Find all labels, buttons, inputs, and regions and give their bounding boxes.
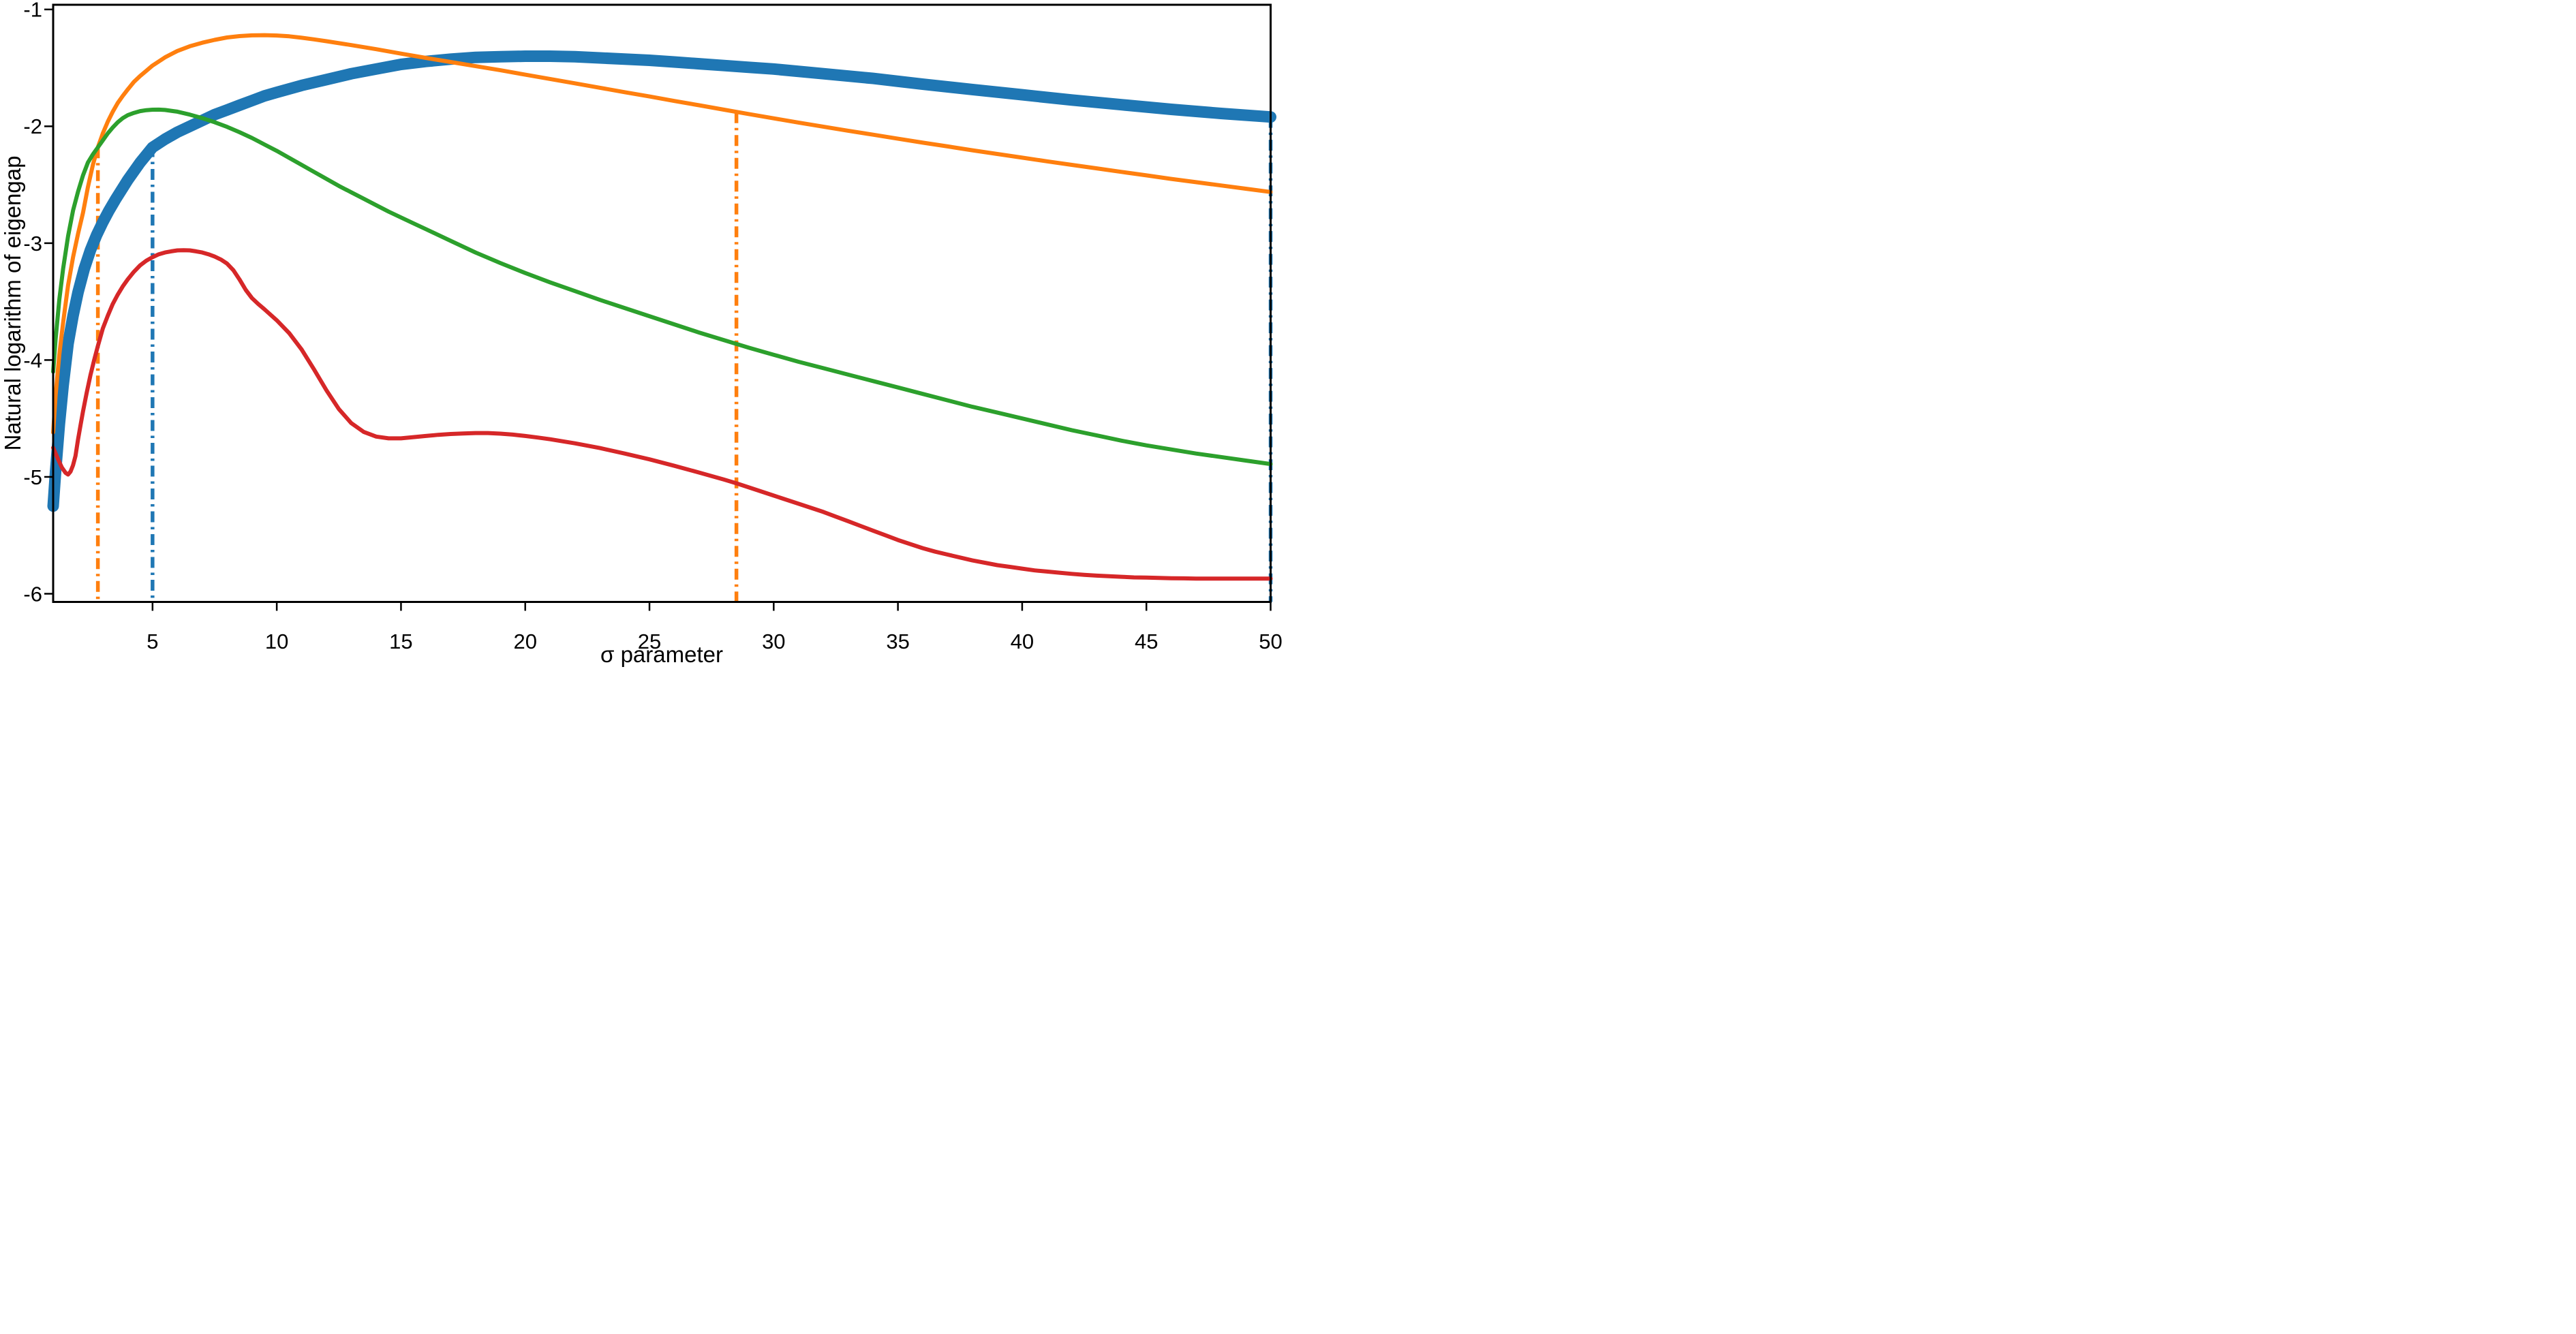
y-tick-label: -6 bbox=[23, 582, 42, 606]
x-tick-label: 35 bbox=[886, 630, 909, 653]
figure: 5 10 15 20 25 30 35 40 45 50 -1 -2 -3 -4 -5 -6 σ parame… bbox=[0, 0, 1288, 667]
series-line-eigengap-green bbox=[51, 107, 1273, 467]
axes bbox=[44, 3, 1272, 611]
series-line-eigengap-blue-thick bbox=[47, 50, 1276, 512]
plot-spines bbox=[52, 3, 1272, 603]
y-axis-label: Natural logarithm of eigengap bbox=[0, 156, 25, 451]
eigengap-line-chart: 5 10 15 20 25 30 35 40 45 50 -1 -2 -3 -4 -5 -6 σ parame… bbox=[0, 0, 1283, 667]
x-tick-label: 5 bbox=[147, 630, 158, 653]
x-tick-label: 25 bbox=[638, 630, 661, 653]
tick-labels: 5 10 15 20 25 30 35 40 45 50 -1 -2 -3 -4 -5 -6 bbox=[23, 0, 1282, 653]
x-axis-label: σ parameter bbox=[600, 642, 723, 667]
y-tick-label: -5 bbox=[23, 465, 42, 489]
vertical-marker-lines bbox=[95, 112, 1273, 602]
y-tick-label: -4 bbox=[23, 348, 42, 372]
x-tick-label: 20 bbox=[513, 630, 536, 653]
y-tick-label: -1 bbox=[23, 0, 42, 22]
x-tick-label: 50 bbox=[1259, 630, 1282, 653]
y-tick-label: -3 bbox=[23, 232, 42, 255]
x-tick-label: 10 bbox=[265, 630, 288, 653]
series-line-eigengap-orange bbox=[51, 33, 1273, 435]
data-series bbox=[47, 33, 1276, 581]
x-tick-label: 30 bbox=[762, 630, 785, 653]
x-tick-label: 40 bbox=[1011, 630, 1034, 653]
x-tick-label: 45 bbox=[1135, 630, 1158, 653]
x-tick-label: 15 bbox=[389, 630, 412, 653]
series-line-eigengap-red bbox=[51, 248, 1273, 581]
y-tick-label: -2 bbox=[23, 114, 42, 138]
